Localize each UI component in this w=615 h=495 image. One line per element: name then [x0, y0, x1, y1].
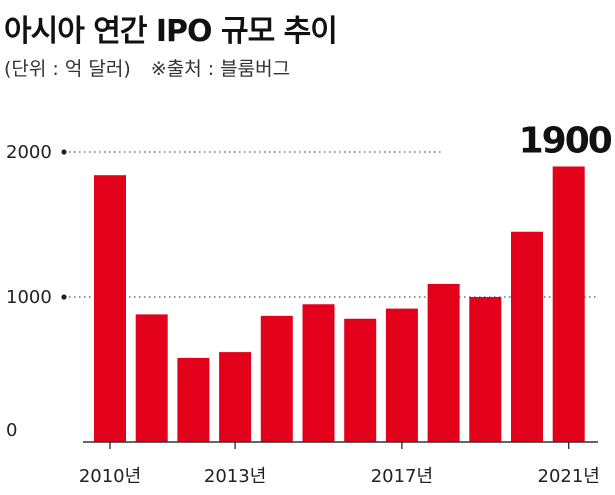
bar-2016년 — [344, 318, 377, 442]
chart-title: 아시아 연간 IPO 규모 추이 — [4, 14, 338, 49]
bar-2018년 — [427, 283, 460, 442]
grid-layer — [61, 149, 598, 300]
bar-2011년 — [135, 314, 168, 442]
bars-layer — [94, 166, 585, 442]
x-tick-label-2010년: 2010년 — [79, 466, 141, 487]
source-label: ※출처 : 블룸버그 — [150, 58, 291, 80]
data-label-2021: 1900 — [519, 121, 612, 162]
y-tick-label-2000: 2000 — [6, 142, 52, 163]
bar-2014년 — [260, 315, 293, 442]
bar-2017년 — [385, 308, 418, 442]
x-tick-labels: 2010년 2013년 2017년 2021년 — [79, 466, 600, 487]
bar-2020년 — [511, 231, 543, 442]
y-tick-labels: 0 1000 2000 — [6, 142, 52, 441]
bar-2021년 — [552, 166, 585, 442]
y-tick-label-1000: 1000 — [6, 287, 52, 308]
bar-2015년 — [302, 304, 335, 442]
chart-subtitle: (단위 : 억 달러) ※출처 : 블룸버그 — [4, 54, 290, 81]
bar-2010년 — [94, 175, 126, 442]
unit-label: (단위 : 억 달러) — [4, 58, 131, 80]
x-tick-label-2013년: 2013년 — [204, 466, 266, 487]
bar-2019년 — [469, 297, 502, 442]
x-tick-label-2021년: 2021년 — [538, 466, 600, 487]
y-tick-dot-1000 — [61, 294, 67, 300]
y-tick-label-0: 0 — [6, 420, 17, 441]
x-ticks-layer — [109, 442, 570, 449]
y-tick-dot-2000 — [61, 149, 67, 155]
bar-2013년 — [219, 352, 252, 442]
bar-2012년 — [177, 357, 210, 442]
x-tick-label-2017년: 2017년 — [371, 466, 433, 487]
